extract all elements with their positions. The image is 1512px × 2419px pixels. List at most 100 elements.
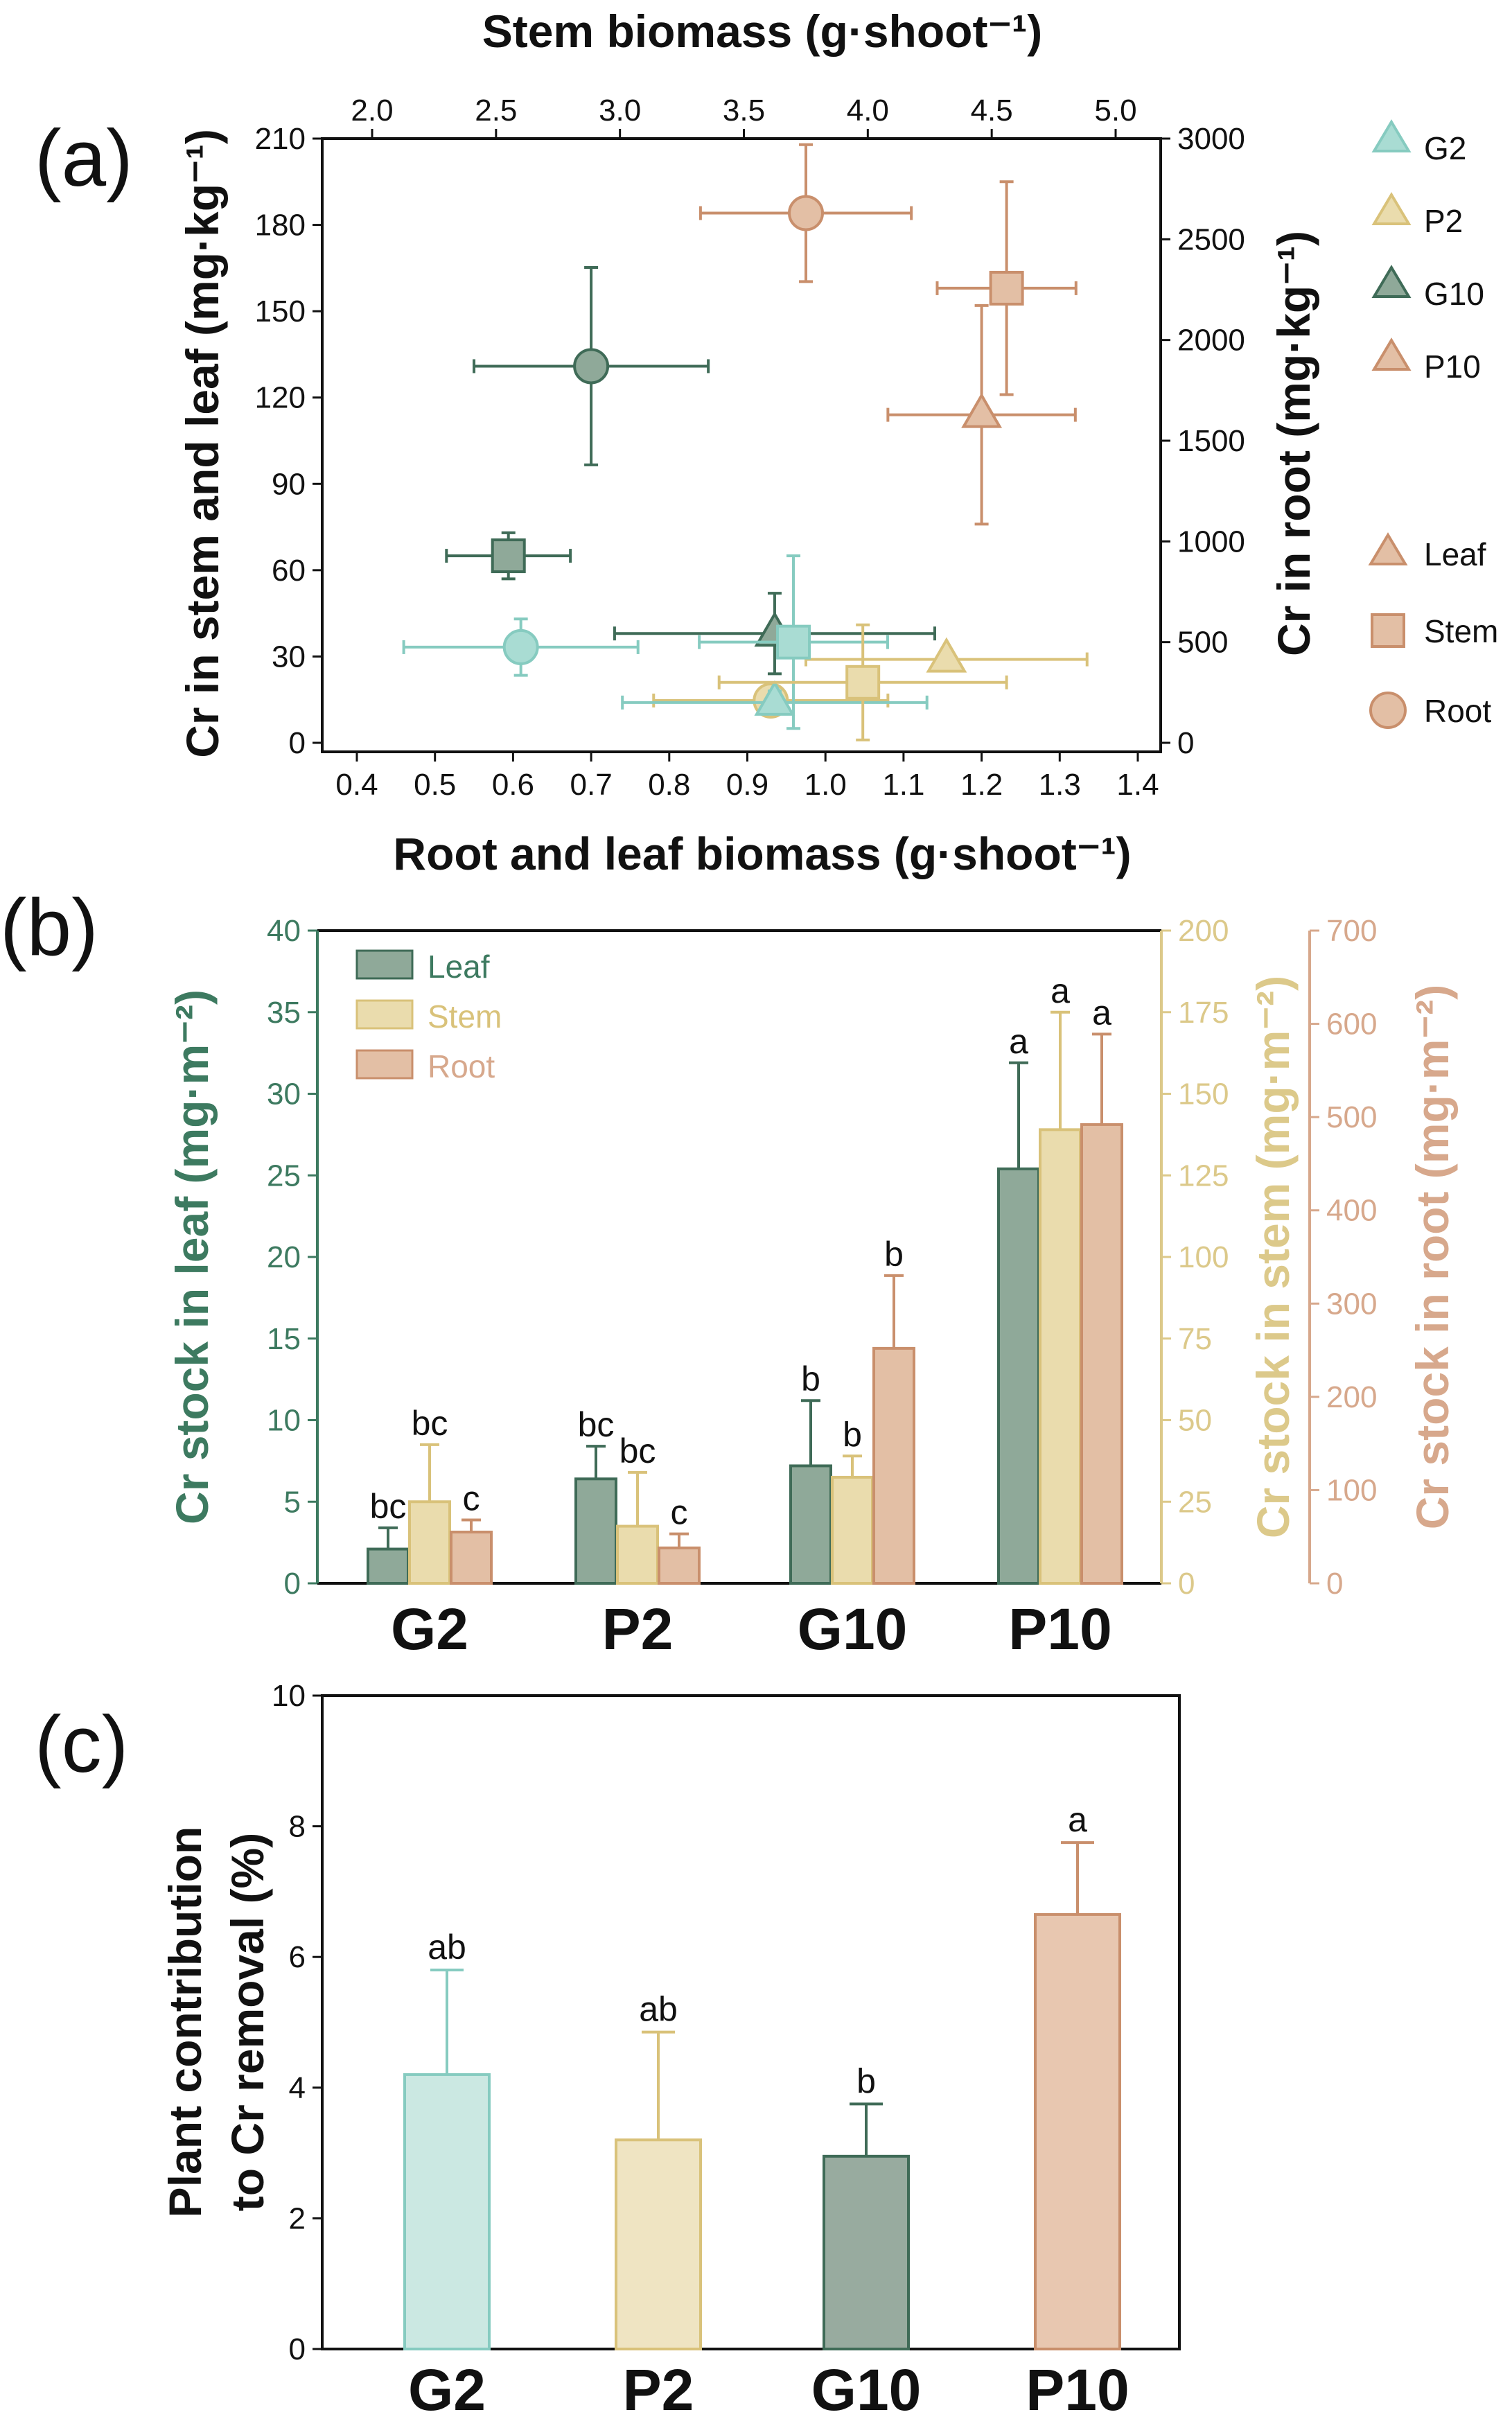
significance-letter: b [856, 2061, 876, 2100]
tick-label-bottom: 0.7 [570, 768, 613, 802]
tick-label-bottom: 0.9 [726, 768, 768, 802]
bar-g10: b [823, 2061, 910, 2350]
legend-label-g2: G2 [1424, 130, 1466, 166]
legend-label-g10: G10 [1424, 276, 1484, 312]
bar-rect [403, 2073, 491, 2350]
panel-a: (a) Stem biomass (g·shoot⁻¹) Root and le… [35, 6, 1498, 879]
significance-letter: a [1068, 1800, 1087, 1839]
legend-treatments: G2 P2 G10 P10 [1371, 119, 1484, 385]
marker-leaf [754, 680, 795, 716]
significance-letter: b [843, 1415, 862, 1454]
legend-label-stem-b: Stem [428, 999, 502, 1035]
point-p10-stem [935, 180, 1078, 396]
panel-b-category-labels: G2 P2 G10 P10 [391, 1596, 1112, 1662]
significance-letter: bc [412, 1404, 448, 1443]
point-p2-leaf [805, 637, 1089, 673]
tick-label-bottom: 0.5 [414, 768, 456, 802]
significance-letter: a [1009, 1022, 1028, 1061]
point-p10-leaf [886, 304, 1077, 526]
tick-label-leaf: 40 [267, 914, 301, 948]
tick-label-bottom: 1.3 [1039, 768, 1081, 802]
bar-rect [831, 1475, 874, 1585]
tick-label-bottom: 1.1 [882, 768, 924, 802]
bar-rect [616, 1524, 659, 1585]
point-g10-stem [445, 531, 572, 581]
significance-letter: a [1051, 971, 1070, 1010]
tick-label-top: 2.5 [475, 94, 517, 127]
bottom-axis-title: Root and leaf biomass (g·shoot⁻¹) [393, 828, 1131, 879]
tick-label-top: 3.0 [599, 94, 641, 127]
tick-label-left: 60 [272, 554, 306, 588]
bar-root-p2: c [658, 1493, 701, 1585]
tick-label-top: 4.5 [971, 94, 1013, 127]
marker-stem [776, 624, 811, 660]
legend-label-root-b: Root [428, 1048, 495, 1084]
legend-marker-leaf [1368, 532, 1408, 565]
category-label: G10 [811, 2357, 922, 2419]
tick-label-root: 100 [1326, 1473, 1377, 1507]
tick-label-root: 300 [1326, 1287, 1377, 1321]
tick-label-root: 400 [1326, 1194, 1377, 1228]
bar-rect [997, 1167, 1040, 1585]
panel-b-legend: Leaf Stem Root [355, 949, 502, 1084]
plot-frame-a [321, 137, 1162, 753]
significance-letter: b [884, 1235, 904, 1274]
tick-label-leaf: 25 [267, 1159, 301, 1193]
tick-label-left: 2 [289, 2201, 306, 2235]
tick-label-left: 10 [272, 1679, 306, 1713]
bar-rect [367, 1547, 410, 1585]
panel-c: (c) Plant contribution to Cr removal (%)… [35, 1679, 1181, 2419]
bar-rect [658, 1546, 701, 1585]
tick-label-bottom: 0.8 [648, 768, 690, 802]
tick-label-right: 1000 [1177, 525, 1245, 558]
tick-label-leaf: 5 [284, 1485, 301, 1519]
tick-label-left: 30 [272, 640, 306, 674]
stem-axis-title: Cr stock in stem (mg·m⁻²) [1247, 976, 1299, 1538]
bar-rect [450, 1530, 493, 1585]
tick-label-leaf: 15 [267, 1322, 301, 1356]
tick-label-top: 3.5 [723, 94, 765, 127]
category-label: G2 [391, 1596, 468, 1662]
tick-label-stem: 100 [1178, 1240, 1229, 1274]
tick-label-left: 150 [255, 294, 306, 328]
panel-c-label: (c) [35, 1699, 128, 1789]
bar-leaf-p10: a [997, 1022, 1040, 1585]
tick-label-left: 180 [255, 209, 306, 243]
tick-label-stem: 125 [1178, 1159, 1229, 1193]
bar-root-p10: a [1080, 993, 1123, 1585]
marker-leaf [926, 637, 967, 673]
significance-letter: c [463, 1479, 480, 1518]
marker-leaf [961, 392, 1003, 428]
bar-leaf-g2: bc [367, 1487, 410, 1585]
legend-label-stem: Stem [1424, 613, 1498, 649]
c-ylabel-line1: Plant contribution [159, 1827, 211, 2218]
legend-marker-root [1369, 692, 1407, 729]
significance-letter: bc [578, 1405, 615, 1444]
legend-marker-p10 [1371, 337, 1412, 371]
legend-marker-p2 [1371, 192, 1412, 225]
bar-rect [574, 1477, 617, 1585]
panel-a-legend: G2 P2 G10 P10 Leaf Stem Root [1368, 119, 1498, 729]
panel-b: (b) Cr stock in leaf (mg·m⁻²) Cr stock i… [0, 882, 1458, 1662]
significance-letter: ab [428, 1928, 466, 1967]
category-label: P2 [623, 2357, 694, 2419]
bar-rect [872, 1346, 915, 1585]
tick-label-right: 3000 [1177, 122, 1245, 156]
tick-label-bottom: 1.4 [1116, 768, 1159, 802]
legend-swatch-stem [355, 999, 414, 1030]
legend-label-leaf: Leaf [1424, 536, 1486, 572]
tick-label-stem: 0 [1178, 1567, 1195, 1601]
tick-label-left: 90 [272, 467, 306, 501]
bar-stem-p2: bc [616, 1432, 659, 1585]
tick-label-stem: 175 [1178, 996, 1229, 1030]
c-ylabel-line2: to Cr removal (%) [222, 1833, 273, 2211]
tick-label-left: 4 [289, 2071, 306, 2105]
tick-label-left: 210 [255, 122, 306, 156]
panel-c-bars: ab ab b a [403, 1800, 1121, 2350]
significance-letter: ab [639, 1990, 678, 2029]
tick-label-leaf: 10 [267, 1404, 301, 1438]
root-axis-title: Cr stock in root (mg·m⁻²) [1407, 985, 1458, 1530]
marker-root [502, 628, 539, 665]
tick-label-stem: 25 [1178, 1485, 1212, 1519]
tick-label-root: 200 [1326, 1380, 1377, 1414]
